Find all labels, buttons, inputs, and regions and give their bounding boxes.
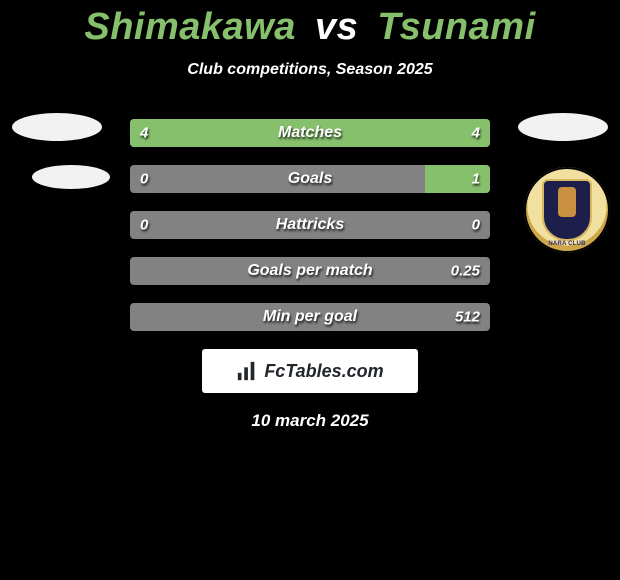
- ellipse-shape: [12, 113, 102, 141]
- bar-value-right: 0.25: [451, 263, 480, 280]
- comparison-row: 512Min per goal: [130, 303, 490, 331]
- comparison-row: 0 0Hattricks: [130, 211, 490, 239]
- bar-label: Min per goal: [130, 308, 490, 326]
- bar-value-left: 0: [140, 171, 148, 188]
- bar-value-right: 512: [455, 309, 480, 326]
- player1-name: Shimakawa: [84, 6, 296, 48]
- bar-value-right: 0: [472, 217, 480, 234]
- club-crest-icon: NARA CLUB: [524, 167, 610, 253]
- bar-value-left: 4: [140, 125, 148, 142]
- bar-fill-right: [425, 165, 490, 193]
- page-title: Shimakawa vs Tsunami: [0, 0, 620, 49]
- bar-label: Hattricks: [130, 216, 490, 234]
- crest-label: NARA CLUB: [524, 241, 610, 247]
- vs-separator: vs: [315, 6, 358, 48]
- bar-value-right: 1: [472, 171, 480, 188]
- branding-text: FcTables.com: [264, 361, 383, 382]
- bars-chart-icon: [236, 360, 258, 382]
- left-badge-placeholder: [12, 113, 102, 203]
- bar-value-left: 0: [140, 217, 148, 234]
- ellipse-shape: [518, 113, 608, 141]
- comparison-row: 0.25Goals per match: [130, 257, 490, 285]
- bar-fill-left: [130, 119, 310, 147]
- date-label: 10 march 2025: [0, 411, 620, 431]
- bar-label: Goals per match: [130, 262, 490, 280]
- comparison-panel: NARA CLUB 44Matches01Goals00Hattricks0.2…: [0, 119, 620, 431]
- comparison-bars: 44Matches01Goals00Hattricks0.25Goals per…: [130, 119, 490, 331]
- branding-box: FcTables.com: [202, 349, 418, 393]
- player2-name: Tsunami: [377, 6, 535, 48]
- ellipse-shape: [32, 165, 110, 189]
- comparison-row: 01Goals: [130, 165, 490, 193]
- crest-shield: [542, 179, 592, 241]
- bar-value-right: 4: [472, 125, 480, 142]
- subtitle: Club competitions, Season 2025: [0, 61, 620, 79]
- bar-fill-right: [310, 119, 490, 147]
- comparison-row: 44Matches: [130, 119, 490, 147]
